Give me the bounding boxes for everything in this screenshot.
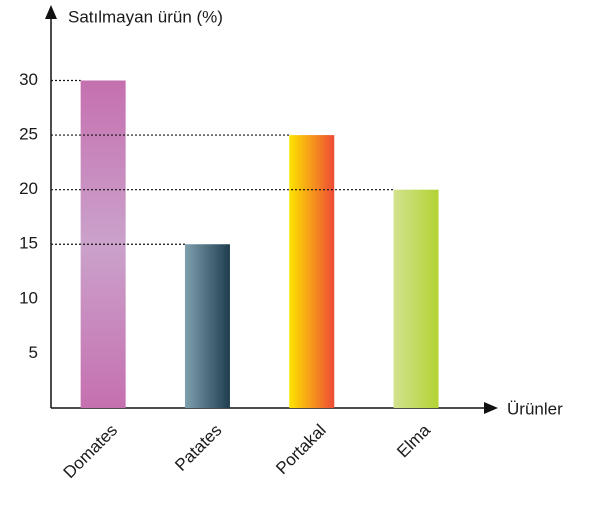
x-tick-label: Elma [393, 420, 434, 461]
bar [393, 189, 439, 408]
x-tick-label: Domates [60, 421, 122, 483]
y-axis-label: Satılmayan ürün (%) [68, 7, 223, 26]
x-axis-label: Ürünler [507, 399, 563, 418]
y-axis-arrow [45, 5, 57, 19]
y-tick-label: 20 [19, 179, 38, 198]
y-tick-label: 5 [29, 343, 38, 362]
x-tick-label: Portakal [272, 421, 330, 479]
y-tick-label: 30 [19, 70, 38, 89]
x-axis-arrow [484, 402, 498, 414]
bar [184, 244, 230, 408]
y-tick-label: 25 [19, 125, 38, 144]
x-tick-label: Patates [171, 421, 225, 475]
bar [289, 135, 335, 409]
y-tick-label: 10 [19, 288, 38, 307]
y-tick-label: 15 [19, 234, 38, 253]
